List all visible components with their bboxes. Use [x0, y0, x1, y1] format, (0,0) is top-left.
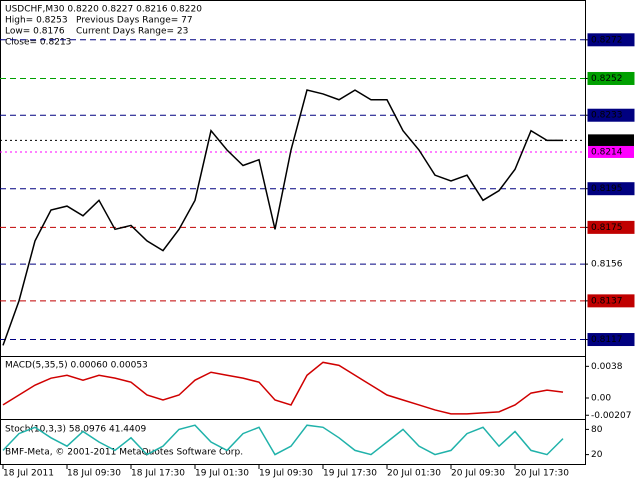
x-tick-label: 19 Jul 17:30	[323, 469, 377, 479]
x-tick-label: 18 Jul 2011	[3, 469, 54, 479]
marker-label: 0.8220	[591, 136, 623, 146]
y-tick-label: 0.00	[591, 394, 611, 404]
x-tick-label: 20 Jul 17:30	[515, 469, 569, 479]
copyright: BMF-Meta, © 2001-2011 MetaQuotes Softwar…	[5, 448, 243, 458]
info: Current Days Range= 23	[76, 27, 188, 37]
series-line	[2, 361, 564, 415]
x-tick-label: 19 Jul 01:30	[195, 469, 249, 479]
frame	[0, 0, 586, 465]
price-label-bg	[587, 294, 635, 308]
chart-title: USDCHF,M30 0.8220 0.8227 0.8216 0.8220	[5, 5, 202, 15]
marker-bg	[588, 134, 634, 147]
info: High= 0.8253	[5, 16, 68, 26]
price-label-bg	[587, 182, 635, 196]
x-tick-label: 19 Jul 09:30	[259, 469, 313, 479]
marker-bg	[588, 145, 634, 158]
y-tick-label: 0.8175	[591, 223, 623, 233]
y-tick-label: -0.00207	[591, 411, 631, 421]
info: Previous Days Range= 77	[76, 16, 193, 26]
series-line	[2, 424, 564, 456]
macd-title: MACD(5,35,5) 0.00060 0.00053	[5, 361, 148, 371]
price-label-bg	[587, 333, 635, 347]
x-tick-label: 18 Jul 17:30	[131, 469, 185, 479]
price-label-bg	[587, 220, 635, 234]
x-tick-label: 18 Jul 09:30	[67, 469, 121, 479]
y-tick-label: 0.8252	[591, 74, 623, 84]
y-tick-label: 0.8117	[591, 335, 623, 345]
marker-label: 0.8214	[591, 147, 623, 157]
series-line	[2, 89, 563, 346]
x-tick-label: 20 Jul 01:30	[387, 469, 441, 479]
y-tick-label: 0.8272	[591, 35, 623, 45]
price-label-bg	[587, 108, 635, 122]
y-tick-label: 80	[591, 425, 603, 435]
price-label-bg	[587, 33, 635, 47]
price-label-bg	[587, 71, 635, 85]
info: Close= 0.8213	[5, 38, 71, 48]
y-tick-label: 0.0038	[591, 362, 623, 372]
y-tick-label: 0.8137	[591, 296, 623, 306]
y-tick-label: 0.8233	[591, 111, 623, 121]
price-label-bg	[588, 258, 634, 271]
stoch-title: Stoch(10,3,3) 58.0976 41.4409	[5, 425, 146, 435]
y-tick-label: 0.8156	[591, 260, 623, 270]
y-tick-label: 0.8195	[591, 184, 623, 194]
y-tick-label: 20	[591, 450, 603, 460]
info: Low= 0.8176	[5, 27, 65, 37]
x-tick-label: 20 Jul 09:30	[451, 469, 505, 479]
